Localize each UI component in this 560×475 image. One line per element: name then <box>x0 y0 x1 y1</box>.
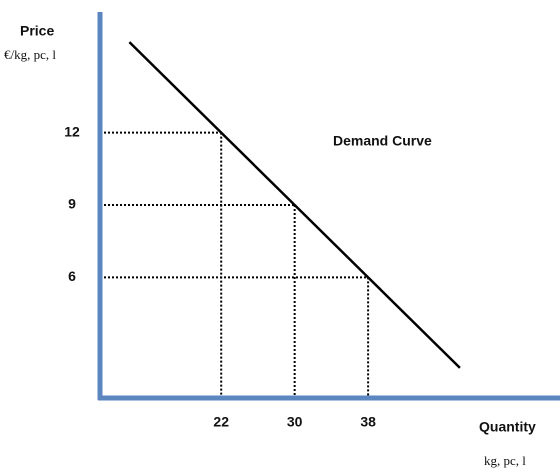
x-tick-label: 22 <box>213 414 229 430</box>
y-tick-label: 12 <box>64 123 80 139</box>
curve-label: Demand Curve <box>333 133 432 149</box>
x-tick-label: 30 <box>287 414 303 430</box>
y-tick-label: 9 <box>68 196 76 212</box>
x-tick-label: 38 <box>360 414 376 430</box>
x-axis-unit: kg, pc, l <box>484 453 526 468</box>
y-axis-label: Price <box>20 23 54 39</box>
demand-curve <box>128 41 461 369</box>
y-axis-unit: €/kg, pc, l <box>4 47 56 62</box>
y-tick-label: 6 <box>68 268 76 284</box>
x-axis-label: Quantity <box>479 419 536 435</box>
